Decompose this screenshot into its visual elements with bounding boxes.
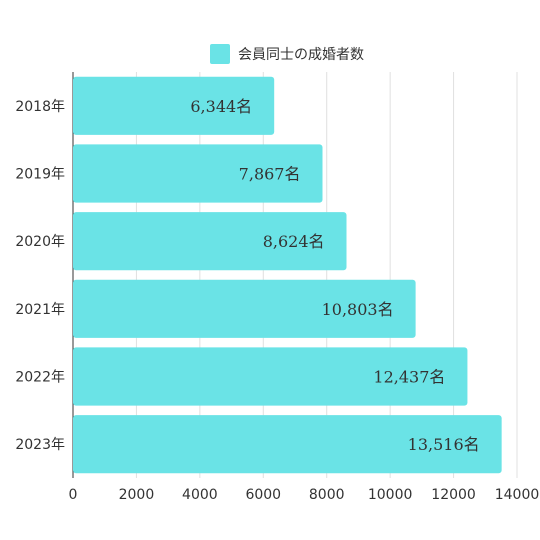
bar (73, 415, 502, 474)
x-tick-label: 14000 (495, 487, 540, 503)
legend-label: 会員同士の成婚者数 (238, 47, 364, 63)
x-tick-label: 10000 (368, 487, 413, 503)
bar (73, 347, 468, 406)
category-label: 2020年 (15, 234, 65, 250)
grid-lines (72, 72, 518, 478)
legend: 会員同士の成婚者数 (210, 44, 364, 64)
data-label: 8,624名 (263, 232, 325, 251)
x-tick-label: 4000 (182, 487, 218, 503)
tick-labels: 0 2000 4000 6000 8000 10000 12000 14000 (69, 487, 540, 503)
data-label: 10,803名 (322, 300, 394, 319)
category-label: 2023年 (15, 437, 65, 453)
bar (73, 279, 416, 338)
data-labels: 6,344名 7,867名 8,624名 10,803名 12,437名 13,516名 (190, 97, 479, 454)
category-label: 2022年 (15, 370, 65, 386)
x-tick-label: 0 (69, 487, 78, 503)
category-label: 2018年 (15, 99, 65, 115)
bars (73, 76, 502, 474)
category-label: 2019年 (15, 167, 65, 183)
bar (73, 144, 323, 203)
x-tick-label: 6000 (245, 487, 281, 503)
bar (73, 76, 275, 135)
data-label: 7,867名 (239, 165, 301, 184)
data-label: 12,437名 (373, 368, 445, 387)
legend-swatch (210, 44, 230, 64)
x-tick-label: 2000 (119, 487, 155, 503)
x-tick-label: 8000 (309, 487, 345, 503)
category-label: 2021年 (15, 302, 65, 318)
x-tick-label: 12000 (431, 487, 476, 503)
data-label: 6,344名 (190, 97, 252, 116)
bar (73, 212, 347, 271)
data-label: 13,516名 (408, 435, 480, 454)
category-labels: 2018年 2019年 2020年 2021年 2022年 2023年 (15, 99, 65, 453)
